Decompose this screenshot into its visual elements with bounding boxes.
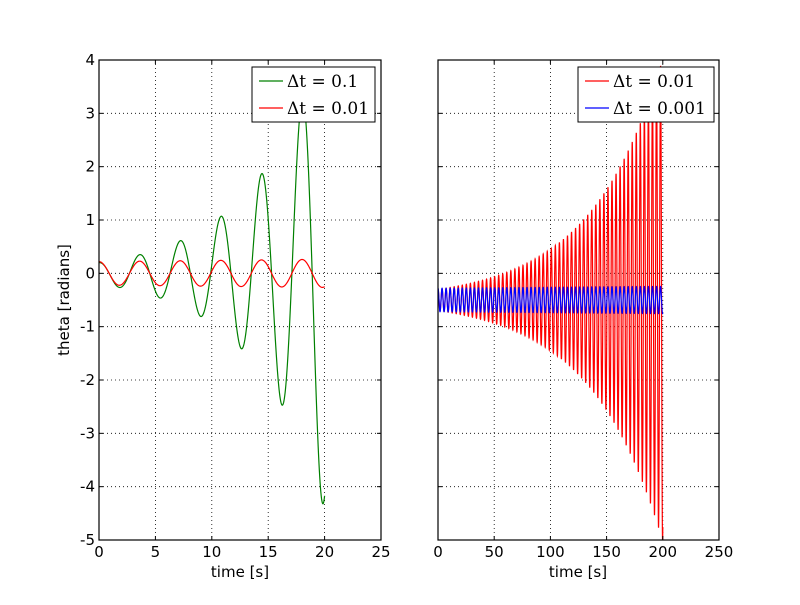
left-series-line-1 [99,258,325,288]
left-y-tick-label: 4 [85,51,95,69]
right-plot: 0 50 100 150 200 250 time [s] Δt = 0.01 Δt = … [433,59,733,581]
left-x-tick-label: 0 [94,543,104,561]
left-x-tick-labels: 0 5 10 15 20 25 [94,543,390,561]
left-y-tick-label: 1 [85,211,95,229]
right-x-tick-label: 100 [536,543,565,561]
left-y-tick-labels: -5 -4 -3 -2 -1 0 1 2 3 4 [80,51,95,549]
left-x-axis-label: time [s] [211,563,269,581]
right-x-tick-labels: 0 50 100 150 200 250 [433,543,733,561]
right-x-tick-label: 50 [485,543,504,561]
right-plot-frame [437,59,720,541]
right-series-line-1 [438,285,664,315]
left-y-tick-label: -4 [80,478,95,496]
left-y-tick-label: -1 [80,318,95,336]
left-y-tick-label: -2 [80,371,95,389]
left-series-line-0 [99,98,326,505]
left-ticks [98,59,382,541]
right-x-tick-label: 250 [705,543,734,561]
left-plot-area [99,60,381,540]
left-x-tick-label: 20 [315,543,334,561]
left-plot-frame [98,59,382,541]
right-ticks [437,59,720,541]
left-legend: Δt = 0.1 Δt = 0.01 [251,66,376,123]
right-x-axis-label: time [s] [549,563,607,581]
left-y-tick-label: 2 [85,158,95,176]
right-legend-label-dt0001: Δt = 0.001 [613,99,706,119]
left-legend-label-dt01: Δt = 0.1 [287,72,358,92]
left-series-lines [99,98,326,505]
left-plot: 0 5 10 15 20 25 -5 -4 -3 -2 -1 0 1 2 3 4 time [s] thet… [55,51,391,581]
right-x-tick-label: 150 [592,543,621,561]
right-x-tick-label: 0 [433,543,443,561]
right-x-tick-label: 200 [648,543,677,561]
right-series-lines [438,65,664,540]
left-y-tick-label: -3 [80,424,95,442]
left-legend-box [251,66,376,123]
right-legend: Δt = 0.01 Δt = 0.001 [577,66,715,123]
left-y-tick-label: 0 [85,264,95,282]
right-legend-box [577,66,715,123]
left-y-tick-label: 3 [85,104,95,122]
left-y-tick-label: -5 [80,531,95,549]
left-y-axis-label: theta [radians] [55,244,73,356]
left-x-tick-label: 15 [259,543,278,561]
right-legend-label-dt001: Δt = 0.01 [613,72,695,92]
left-legend-label-dt001: Δt = 0.01 [287,99,369,119]
left-grid [99,60,381,540]
left-x-tick-label: 5 [151,543,161,561]
left-x-tick-label: 25 [371,543,390,561]
left-x-tick-label: 10 [202,543,221,561]
